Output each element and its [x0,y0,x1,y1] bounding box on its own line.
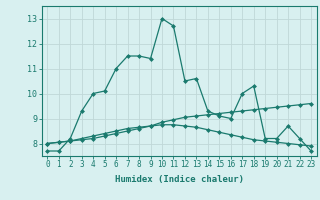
X-axis label: Humidex (Indice chaleur): Humidex (Indice chaleur) [115,175,244,184]
